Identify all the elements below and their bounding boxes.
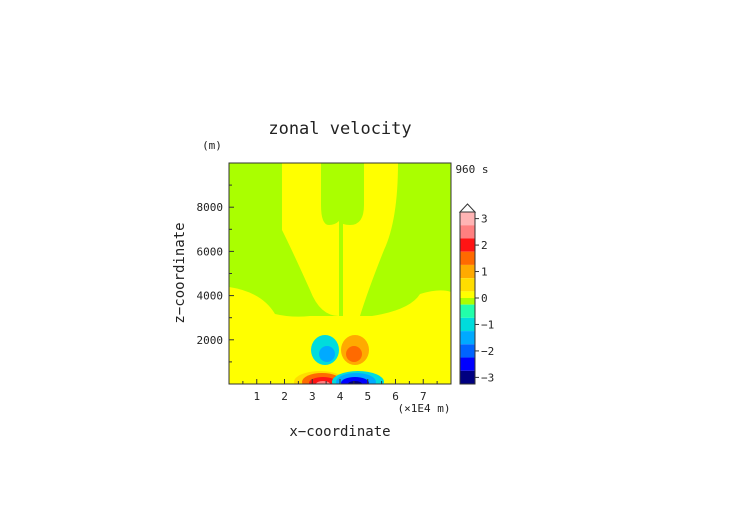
colorbar-level-3 (460, 251, 475, 265)
x-axis-label: x−coordinate (289, 424, 390, 440)
colorbar-level-8 (460, 304, 475, 318)
x-axis-ticks: 1 2 3 4 5 6 7 (242, 379, 438, 403)
colorbar-level-12 (460, 357, 475, 371)
y-tick-label-0: 2000 (197, 334, 224, 347)
colorbar-extend-arrow (458, 203, 477, 213)
y-tick-label-3: 8000 (197, 201, 224, 214)
colorbar-tick-label-1: 2 (481, 239, 488, 252)
colorbar-level-2 (460, 238, 475, 252)
colorbar-tick-label-6: −3 (481, 371, 494, 384)
y-axis-ticks: 2000 4000 6000 8000 (197, 184, 234, 363)
colorbar-level-10 (460, 331, 475, 345)
chart-title: zonal velocity (268, 119, 411, 139)
colorbar-level-9 (460, 317, 475, 332)
plot-area (220, 162, 460, 398)
colorbar-tick-label-3: 0 (481, 292, 488, 305)
colorbar-level-0 (460, 212, 475, 226)
y-tick-label-2: 6000 (197, 245, 224, 258)
colorbar-level-6 (460, 291, 475, 298)
x-tick-label-5: 6 (392, 390, 399, 403)
y-unit-label: (m) (202, 139, 222, 152)
colorbar-tick-label-5: −2 (481, 345, 494, 358)
colorbar-tick-label-2: 1 (481, 266, 488, 279)
x-tick-label-1: 2 (281, 390, 288, 403)
colorbar-tick-label-0: 3 (481, 213, 488, 226)
y-axis-label: z−coordinate (172, 222, 188, 323)
colorbar-level-1 (460, 225, 475, 239)
colorbar: 3 2 1 0 −1 −2 −3 (458, 203, 494, 385)
x-tick-label-2: 3 (309, 390, 316, 403)
field-cell-negative-upper-core (319, 346, 335, 362)
colorbar-level-13 (460, 370, 475, 384)
x-tick-label-4: 5 (364, 390, 371, 403)
colorbar-tick-label-4: −1 (481, 318, 494, 331)
colorbar-level-4 (460, 264, 475, 279)
x-tick-label-3: 4 (337, 390, 344, 403)
time-label: 960 s (455, 163, 488, 176)
field-region-green-center (321, 163, 364, 225)
field-cell-positive-upper-core (346, 346, 362, 362)
colorbar-level-5 (460, 278, 475, 292)
x-tick-label-0: 1 (253, 390, 260, 403)
colorbar-level-11 (460, 344, 475, 358)
x-tick-label-6: 7 (420, 390, 427, 403)
field-region-yellow-lower (229, 287, 451, 384)
x-unit-label: (×1E4 m) (398, 402, 451, 415)
y-tick-label-1: 4000 (197, 290, 224, 303)
colorbar-level-7 (460, 298, 475, 305)
